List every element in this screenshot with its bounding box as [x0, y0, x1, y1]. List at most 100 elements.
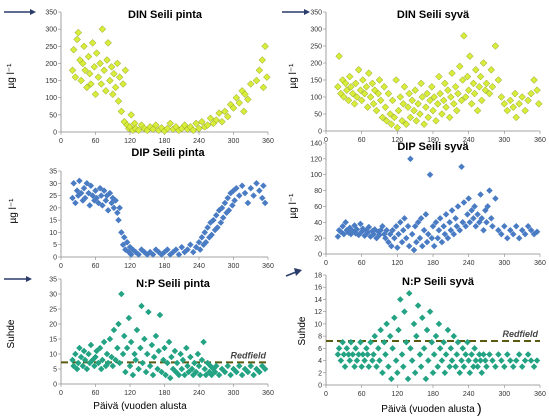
data-point: [478, 369, 486, 377]
data-point: [458, 76, 467, 84]
data-point: [405, 89, 413, 98]
data-point: [448, 207, 456, 214]
data-point: [441, 79, 449, 88]
data-point: [233, 184, 240, 192]
data-point: [164, 246, 171, 253]
data-point: [83, 179, 91, 187]
panel-din-pinta: DIN Seili pinta µg l⁻¹ 0 50 100 150 200 250 30…: [4, 9, 274, 145]
data-point: [258, 56, 267, 64]
data-point: [365, 69, 373, 77]
y-tick-label: 16: [314, 285, 322, 292]
x-tick-label: 60: [358, 260, 366, 267]
data-point: [104, 39, 112, 47]
y-tick-label: 20: [314, 236, 322, 243]
data-point: [92, 353, 99, 361]
data-point: [85, 189, 92, 197]
data-point: [383, 320, 390, 328]
data-point: [184, 246, 191, 253]
data-point: [135, 365, 142, 373]
data-point: [515, 351, 523, 358]
redfield-label: Redfield: [502, 329, 538, 339]
data-point: [454, 203, 462, 210]
data-point: [460, 363, 468, 371]
data-point: [414, 218, 422, 226]
data-point: [244, 199, 252, 207]
data-point: [107, 63, 116, 71]
x-tick-label: 240: [193, 138, 205, 145]
data-point: [108, 199, 115, 207]
data-point: [191, 359, 198, 367]
data-point: [442, 103, 450, 111]
data-point: [489, 357, 496, 364]
data-point: [210, 216, 217, 224]
data-point: [533, 228, 541, 236]
data-point: [195, 124, 203, 133]
data-point: [406, 113, 415, 122]
data-point: [386, 110, 394, 118]
y-tick-label: 300: [45, 27, 57, 34]
data-point: [85, 350, 92, 358]
data-point: [466, 52, 474, 60]
data-point: [347, 338, 355, 346]
x-tick-label: 0: [324, 391, 328, 398]
data-point: [334, 83, 342, 91]
data-point: [198, 117, 206, 126]
x-tick-label: 300: [228, 138, 240, 145]
data-point: [102, 87, 110, 95]
data-point: [225, 206, 233, 214]
data-point: [398, 117, 406, 125]
data-point: [100, 187, 108, 195]
data-point: [533, 86, 541, 94]
data-point: [113, 209, 121, 217]
data-point: [422, 211, 430, 218]
y-tick-label: 5: [53, 242, 57, 249]
data-point: [70, 179, 78, 187]
data-point: [487, 66, 496, 74]
data-point: [389, 226, 396, 234]
x-tick-label: 180: [159, 390, 171, 397]
data-point: [77, 76, 85, 85]
data-point: [81, 194, 89, 202]
data-point: [410, 320, 418, 328]
data-point: [341, 79, 350, 88]
y-tick-label: 18: [314, 273, 322, 280]
data-point: [381, 103, 390, 111]
data-point: [447, 93, 455, 101]
data-point: [382, 117, 391, 125]
data-point: [500, 100, 509, 108]
y-tick-label: 35: [49, 169, 57, 176]
chart-title: DIP Seili syvä: [397, 141, 469, 153]
data-point: [221, 107, 229, 116]
data-point: [487, 214, 495, 222]
data-point: [110, 326, 118, 334]
data-point: [244, 95, 252, 104]
data-point: [247, 184, 255, 192]
data-point: [233, 368, 240, 376]
data-point: [94, 73, 103, 81]
data-point: [68, 66, 77, 75]
y-tick-label: 30: [49, 292, 57, 299]
data-point: [152, 332, 160, 340]
x-axis-label-right: Päivä (vuoden alusta: [381, 404, 475, 415]
data-point: [398, 238, 406, 246]
data-point: [192, 119, 200, 128]
data-point: [476, 72, 485, 81]
data-point: [235, 192, 243, 199]
data-point: [503, 234, 511, 242]
x-axis-label-left: Päivä (vuoden alusta: [93, 401, 187, 412]
data-point: [173, 359, 181, 367]
data-point: [215, 371, 223, 379]
data-point: [424, 357, 432, 364]
x-tick-label: 120: [124, 263, 136, 270]
y-tick-label: 6: [318, 346, 322, 353]
y-axis-label: Suhde: [6, 319, 17, 348]
data-point: [177, 350, 184, 358]
x-tick-label: 60: [92, 263, 100, 270]
x-tick-label: 180: [427, 391, 439, 398]
data-point: [92, 187, 99, 195]
data-point: [165, 338, 173, 346]
data-point: [498, 230, 505, 238]
x-tick-label: 240: [463, 260, 475, 267]
data-point: [261, 365, 269, 373]
x-tick-label: 300: [498, 391, 510, 398]
